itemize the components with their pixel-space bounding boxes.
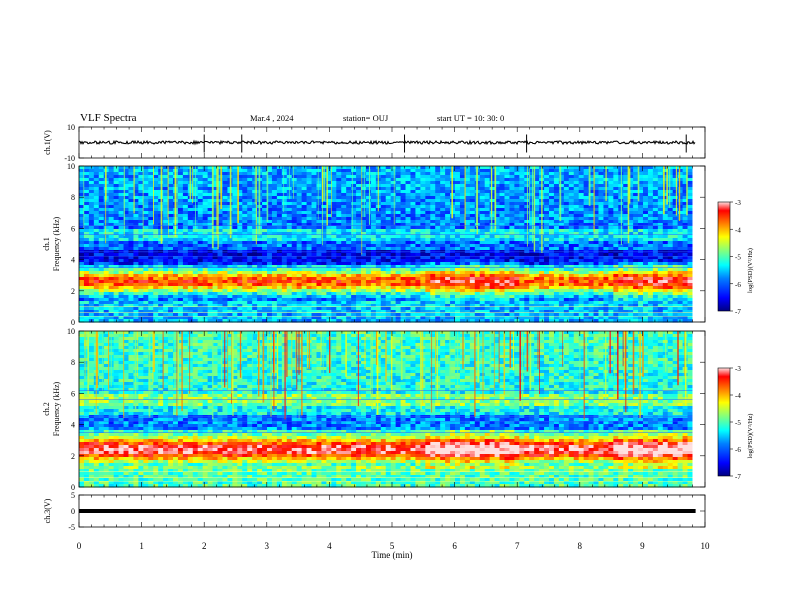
y-axis-label: ch.2 <box>42 402 51 416</box>
colorbar-tick-label: -7 <box>735 473 741 481</box>
y-tick-label: 10 <box>67 123 75 132</box>
date-label: Mar.4 , 2024 <box>250 113 294 123</box>
y-tick-label: 8 <box>71 358 75 367</box>
spectrogram-image-ch2 <box>78 331 705 488</box>
y-axis-label: Frequency (kHz) <box>52 216 61 271</box>
x-tick-label: 4 <box>327 541 332 551</box>
y-tick-label: 4 <box>71 256 75 265</box>
y-axis-label: Frequency (kHz) <box>52 381 61 436</box>
colorbar-tick-label: -4 <box>735 226 741 234</box>
y-tick-label: -10 <box>64 154 75 163</box>
colorbar-ch1 <box>717 201 731 312</box>
station-label: station= OUJ <box>343 113 389 123</box>
y-tick-label: 6 <box>71 389 75 398</box>
x-tick-label: 1 <box>139 541 144 551</box>
y-axis-label: ch.1(V) <box>43 130 52 155</box>
y-tick-label: 4 <box>71 421 75 430</box>
colorbar-tick-label: -6 <box>735 281 741 289</box>
colorbar-tick-label: -3 <box>735 365 741 373</box>
colorbar-tick-label: -4 <box>735 392 741 400</box>
x-tick-label: 6 <box>452 541 457 551</box>
y-tick-label: -5 <box>68 523 75 532</box>
ch1-waveform-trace <box>78 139 696 146</box>
colorbar-tick-label: -3 <box>735 199 741 207</box>
y-tick-label: 6 <box>71 224 75 233</box>
spectrogram-image-ch1 <box>79 166 705 323</box>
x-tick-label: 9 <box>640 541 645 551</box>
y-tick-label: 0 <box>71 507 75 516</box>
x-tick-label: 7 <box>515 541 520 551</box>
y-axis-label: ch.1 <box>42 237 51 251</box>
y-tick-label: 2 <box>71 287 75 296</box>
colorbar-tick-label: -6 <box>735 446 741 454</box>
plot-title: VLF Spectra <box>80 112 137 124</box>
colorbar-label: log(PSD)(V²/Hz) <box>747 248 754 293</box>
colorbar-tick-label: -5 <box>735 254 741 262</box>
y-axis-label: ch.3(V) <box>43 498 52 523</box>
x-tick-label: 0 <box>77 541 82 551</box>
y-tick-label: 5 <box>71 491 75 500</box>
x-tick-label: 2 <box>202 541 207 551</box>
y-tick-label: 0 <box>71 318 75 327</box>
colorbar-label: log(PSD)(V²/Hz) <box>747 414 754 459</box>
y-tick-label: 10 <box>67 162 75 171</box>
start-time-label: start UT = 10: 30: 0 <box>437 113 505 123</box>
x-axis-label: Time (min) <box>372 550 413 560</box>
colorbar-tick-label: -7 <box>735 308 741 316</box>
colorbar-tick-label: -5 <box>735 419 741 427</box>
y-tick-label: 10 <box>67 327 75 336</box>
colorbar-ch2 <box>717 367 731 477</box>
y-tick-label: 0 <box>71 483 75 492</box>
x-tick-label: 8 <box>578 541 583 551</box>
y-tick-label: 2 <box>71 452 75 461</box>
x-tick-label: 10 <box>701 541 711 551</box>
x-tick-label: 5 <box>390 541 395 551</box>
x-tick-label: 3 <box>265 541 270 551</box>
y-tick-label: 8 <box>71 193 75 202</box>
